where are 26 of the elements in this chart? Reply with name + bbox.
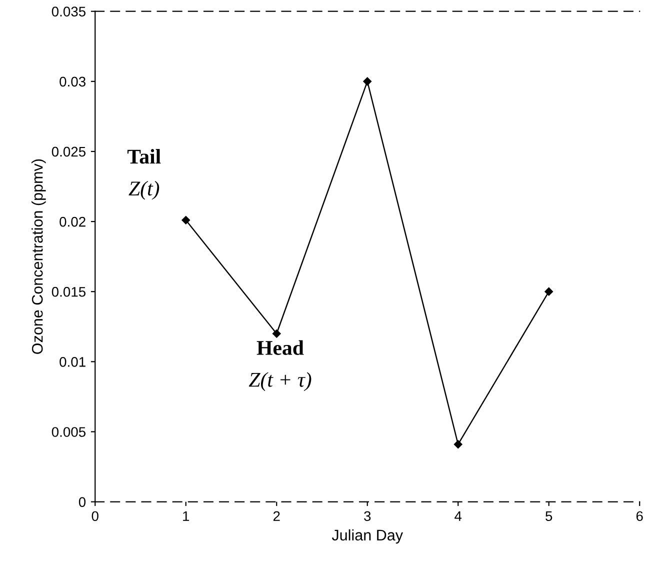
y-axis-title: Ozone Concentration (ppmv) xyxy=(32,159,46,354)
point xyxy=(182,216,190,224)
y-tick-label: 0.03 xyxy=(60,76,86,87)
x-tick-label: 5 xyxy=(546,511,552,522)
x-tick-label: 4 xyxy=(454,511,462,521)
y-tick-label: 0.01 xyxy=(60,357,86,367)
x-axis-title: Julian Day xyxy=(332,529,403,544)
y-tick-label: 0.035 xyxy=(52,6,86,17)
y-tick-label: 0.025 xyxy=(52,146,86,157)
y-tick-label: 0.005 xyxy=(52,427,86,437)
x-tick-label: 6 xyxy=(636,511,643,522)
y-tick-label: 0.02 xyxy=(60,216,86,227)
x-tick-label: 1 xyxy=(183,511,190,521)
x-tick-label: 0 xyxy=(92,511,98,522)
point xyxy=(454,440,462,448)
annotation: Z(t + τ) xyxy=(248,372,312,392)
annotation: Tail xyxy=(127,149,161,164)
annotation: Head xyxy=(256,340,304,355)
x-tick-label: 2 xyxy=(273,511,280,521)
point xyxy=(363,77,372,86)
x-tick-label: 3 xyxy=(364,511,371,522)
point xyxy=(544,287,553,296)
point xyxy=(272,330,281,338)
y-tick-label: 0 xyxy=(78,497,86,507)
y-tick-label: 0.015 xyxy=(52,286,86,297)
annotation: Z(t) xyxy=(128,180,160,200)
